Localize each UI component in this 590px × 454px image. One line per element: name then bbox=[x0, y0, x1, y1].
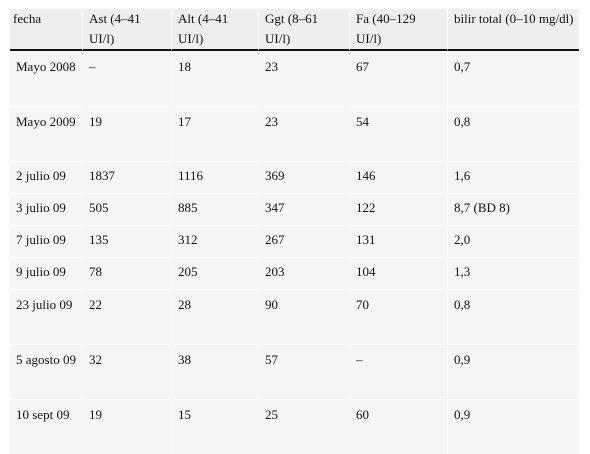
cell-ast: 22 bbox=[82, 289, 171, 344]
cell-fecha: 2 julio 09 bbox=[10, 161, 82, 193]
cell-ggt: 57 bbox=[258, 344, 349, 399]
table-header: fecha Ast (4–41 UI/l) Alt (4–41 UI/l) Gg… bbox=[10, 9, 579, 51]
table-row: 7 julio 09 135 312 267 131 2,0 bbox=[10, 225, 579, 257]
cell-alt: 38 bbox=[171, 344, 258, 399]
lab-results-table: fecha Ast (4–41 UI/l) Alt (4–41 UI/l) Gg… bbox=[10, 9, 579, 454]
table-row: 5 agosto 09 32 38 57 – 0,9 bbox=[10, 344, 579, 399]
cell-bilirrubina: 1,3 bbox=[447, 257, 579, 289]
cell-fa: 146 bbox=[349, 161, 447, 193]
cell-ast: 32 bbox=[82, 344, 171, 399]
table-row: 9 julio 09 78 205 203 104 1,3 bbox=[10, 257, 579, 289]
cell-ast: 505 bbox=[82, 193, 171, 225]
cell-fecha: 7 julio 09 bbox=[10, 225, 82, 257]
cell-ggt: 369 bbox=[258, 161, 349, 193]
table-row: 10 sept 09 19 15 25 60 0,9 bbox=[10, 399, 579, 454]
cell-ast: 135 bbox=[82, 225, 171, 257]
cell-fa: – bbox=[349, 344, 447, 399]
cell-fecha: 10 sept 09 bbox=[10, 399, 82, 454]
table-row: 23 julio 09 22 28 90 70 0,8 bbox=[10, 289, 579, 344]
cell-ast: – bbox=[82, 51, 171, 106]
cell-bilirrubina: 0,9 bbox=[447, 399, 579, 454]
cell-bilirrubina: 0,8 bbox=[447, 106, 579, 161]
cell-alt: 28 bbox=[171, 289, 258, 344]
table-row: 3 julio 09 505 885 347 122 8,7 (BD 8) bbox=[10, 193, 579, 225]
header-fecha: fecha bbox=[10, 9, 82, 51]
cell-ggt: 90 bbox=[258, 289, 349, 344]
cell-ggt: 347 bbox=[258, 193, 349, 225]
cell-bilirrubina: 0,8 bbox=[447, 289, 579, 344]
cell-fa: 60 bbox=[349, 399, 447, 454]
cell-ggt: 23 bbox=[258, 51, 349, 106]
cell-fa: 54 bbox=[349, 106, 447, 161]
header-row: fecha Ast (4–41 UI/l) Alt (4–41 UI/l) Gg… bbox=[10, 9, 579, 51]
header-bilirrubina: bilir total (0–10 mg/dl) bbox=[447, 9, 579, 51]
cell-fecha: 3 julio 09 bbox=[10, 193, 82, 225]
table-row: 2 julio 09 1837 1116 369 146 1,6 bbox=[10, 161, 579, 193]
cell-alt: 312 bbox=[171, 225, 258, 257]
cell-ggt: 23 bbox=[258, 106, 349, 161]
cell-fa: 104 bbox=[349, 257, 447, 289]
cell-alt: 885 bbox=[171, 193, 258, 225]
cell-ggt: 25 bbox=[258, 399, 349, 454]
cell-fa: 131 bbox=[349, 225, 447, 257]
cell-fa: 70 bbox=[349, 289, 447, 344]
header-alt: Alt (4–41 UI/l) bbox=[171, 9, 258, 51]
header-fa: Fa (40–129 UI/l) bbox=[349, 9, 447, 51]
table-body: Mayo 2008 – 18 23 67 0,7 Mayo 2009 19 17… bbox=[10, 51, 579, 454]
cell-alt: 1116 bbox=[171, 161, 258, 193]
cell-ast: 19 bbox=[82, 399, 171, 454]
cell-bilirrubina: 8,7 (BD 8) bbox=[447, 193, 579, 225]
header-ast: Ast (4–41 UI/l) bbox=[82, 9, 171, 51]
cell-alt: 18 bbox=[171, 51, 258, 106]
cell-fa: 122 bbox=[349, 193, 447, 225]
cell-bilirrubina: 0,7 bbox=[447, 51, 579, 106]
cell-fecha: Mayo 2009 bbox=[10, 106, 82, 161]
cell-fecha: Mayo 2008 bbox=[10, 51, 82, 106]
cell-alt: 17 bbox=[171, 106, 258, 161]
cell-bilirrubina: 0,9 bbox=[447, 344, 579, 399]
lab-results-table-container: fecha Ast (4–41 UI/l) Alt (4–41 UI/l) Gg… bbox=[10, 9, 579, 454]
cell-ast: 19 bbox=[82, 106, 171, 161]
cell-ast: 78 bbox=[82, 257, 171, 289]
cell-fecha: 23 julio 09 bbox=[10, 289, 82, 344]
cell-ast: 1837 bbox=[82, 161, 171, 193]
cell-bilirrubina: 1,6 bbox=[447, 161, 579, 193]
cell-ggt: 267 bbox=[258, 225, 349, 257]
table-row: Mayo 2009 19 17 23 54 0,8 bbox=[10, 106, 579, 161]
header-ggt: Ggt (8–61 UI/l) bbox=[258, 9, 349, 51]
cell-fecha: 9 julio 09 bbox=[10, 257, 82, 289]
cell-fecha: 5 agosto 09 bbox=[10, 344, 82, 399]
table-row: Mayo 2008 – 18 23 67 0,7 bbox=[10, 51, 579, 106]
cell-fa: 67 bbox=[349, 51, 447, 106]
cell-alt: 15 bbox=[171, 399, 258, 454]
cell-alt: 205 bbox=[171, 257, 258, 289]
cell-bilirrubina: 2,0 bbox=[447, 225, 579, 257]
cell-ggt: 203 bbox=[258, 257, 349, 289]
